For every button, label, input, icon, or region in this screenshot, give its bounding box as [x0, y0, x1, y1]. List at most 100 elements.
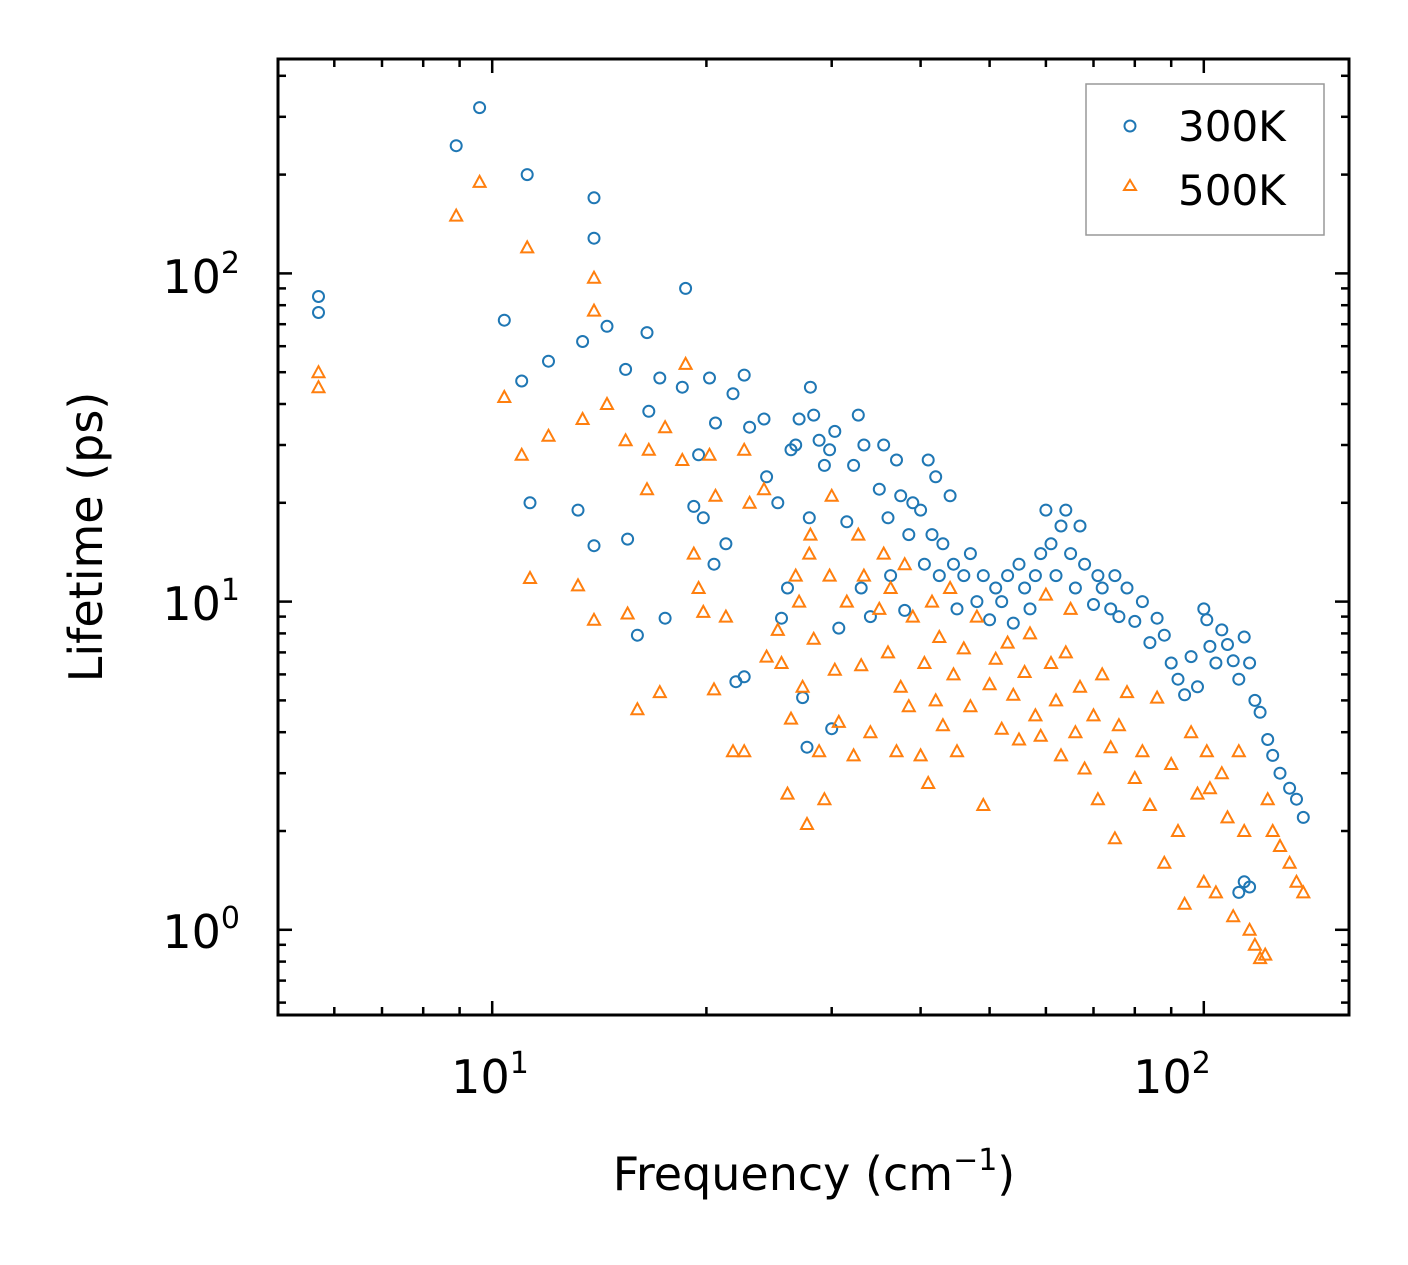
point-500k-110 [1134, 743, 1151, 758]
point-300k-138 [1232, 885, 1246, 899]
point-300k-0 [312, 290, 325, 303]
point-300k-19 [642, 404, 656, 418]
point-300k-108 [1112, 610, 1126, 624]
point-300k-63 [881, 511, 895, 525]
point-300k-91 [1023, 602, 1037, 616]
point-500k-53 [831, 713, 847, 728]
point-300k-3 [473, 101, 487, 115]
point-500k-70 [916, 654, 933, 669]
y-tick-label-1: 100 [162, 901, 240, 959]
point-300k-49 [812, 433, 826, 447]
point-500k-47 [806, 630, 822, 645]
point-500k-19 [641, 441, 657, 456]
point-500k-65 [893, 678, 909, 693]
point-300k-92 [1028, 569, 1042, 583]
point-500k-100 [1072, 678, 1088, 693]
point-500k-41 [788, 567, 804, 582]
point-500k-76 [942, 579, 958, 594]
point-300k-54 [832, 621, 846, 635]
point-500k-48 [811, 743, 827, 758]
point-500k-18 [639, 481, 655, 496]
legend-marker-300k [1123, 119, 1137, 133]
point-300k-114 [1157, 628, 1171, 642]
point-500k-122 [1208, 884, 1224, 899]
point-500k-3 [471, 173, 488, 188]
point-300k-136 [1290, 792, 1303, 806]
point-500k-105 [1103, 739, 1119, 754]
point-300k-6 [520, 168, 534, 182]
point-300k-36 [757, 412, 771, 426]
point-300k-89 [1012, 557, 1026, 571]
point-300k-121 [1200, 613, 1214, 627]
point-500k-29 [707, 487, 724, 502]
point-300k-21 [658, 611, 672, 625]
point-300k-94 [1039, 503, 1053, 517]
point-500k-6 [519, 239, 535, 254]
point-300k-135 [1283, 781, 1297, 795]
point-500k-93 [1038, 586, 1054, 601]
point-500k-109 [1127, 769, 1143, 784]
point-500k-135 [1281, 854, 1298, 869]
point-500k-45 [801, 545, 817, 560]
point-500k-126 [1231, 743, 1247, 758]
point-300k-132 [1261, 733, 1275, 746]
point-300k-90 [1018, 581, 1032, 595]
point-300k-35 [743, 420, 757, 434]
point-300k-5 [515, 374, 529, 388]
point-300k-77 [943, 489, 957, 503]
point-300k-126 [1226, 654, 1240, 668]
point-300k-68 [902, 528, 916, 542]
point-500k-91 [1027, 707, 1044, 722]
point-500k-57 [853, 657, 869, 672]
point-500k-69 [912, 747, 929, 762]
point-500k-95 [1048, 692, 1064, 707]
point-300k-29 [709, 416, 722, 430]
point-500k-127 [1236, 822, 1252, 837]
point-300k-97 [1054, 519, 1068, 533]
point-500k-119 [1196, 873, 1212, 888]
point-500k-42 [791, 593, 807, 608]
point-500k-84 [988, 650, 1004, 665]
point-300k-26 [696, 511, 710, 525]
point-300k-43 [792, 412, 806, 426]
point-300k-31 [726, 387, 740, 401]
point-300k-82 [970, 595, 984, 609]
series-300k-points [312, 101, 1310, 899]
point-300k-23 [679, 281, 693, 295]
point-300k-66 [894, 489, 908, 503]
point-500k-72 [924, 593, 940, 608]
x-axis-label: Frequency (cm−1) [613, 1143, 1016, 1201]
plot-frame [276, 57, 1351, 1017]
point-300k-9 [571, 503, 585, 517]
point-500k-92 [1033, 727, 1049, 742]
point-300k-103 [1087, 598, 1100, 611]
point-500k-94 [1043, 654, 1059, 669]
x-tick-label-100: 102 [1133, 1046, 1211, 1104]
point-500k-58 [856, 567, 872, 582]
point-500k-131 [1257, 946, 1273, 961]
point-300k-69 [906, 496, 920, 510]
point-300k-109 [1120, 581, 1134, 595]
point-500k-90 [1022, 625, 1038, 640]
point-500k-22 [674, 451, 690, 466]
legend-box [1085, 83, 1325, 236]
point-300k-56 [847, 458, 861, 472]
point-500k-20 [652, 684, 668, 699]
point-300k-10 [576, 335, 590, 348]
point-500k-71 [920, 774, 936, 789]
point-300k-101 [1073, 519, 1087, 533]
point-500k-5 [514, 446, 530, 461]
point-500k-107 [1111, 717, 1127, 732]
point-300k-45 [800, 740, 814, 754]
point-300k-140 [1243, 880, 1257, 894]
point-500k-49 [816, 791, 833, 806]
point-500k-40 [783, 710, 799, 725]
point-300k-127 [1232, 672, 1246, 686]
point-300k-112 [1143, 636, 1157, 650]
point-300k-38 [771, 496, 785, 510]
point-500k-73 [928, 692, 944, 707]
point-500k-63 [882, 579, 899, 594]
point-300k-93 [1034, 547, 1048, 561]
point-300k-78 [947, 557, 960, 571]
point-500k-64 [888, 743, 905, 758]
